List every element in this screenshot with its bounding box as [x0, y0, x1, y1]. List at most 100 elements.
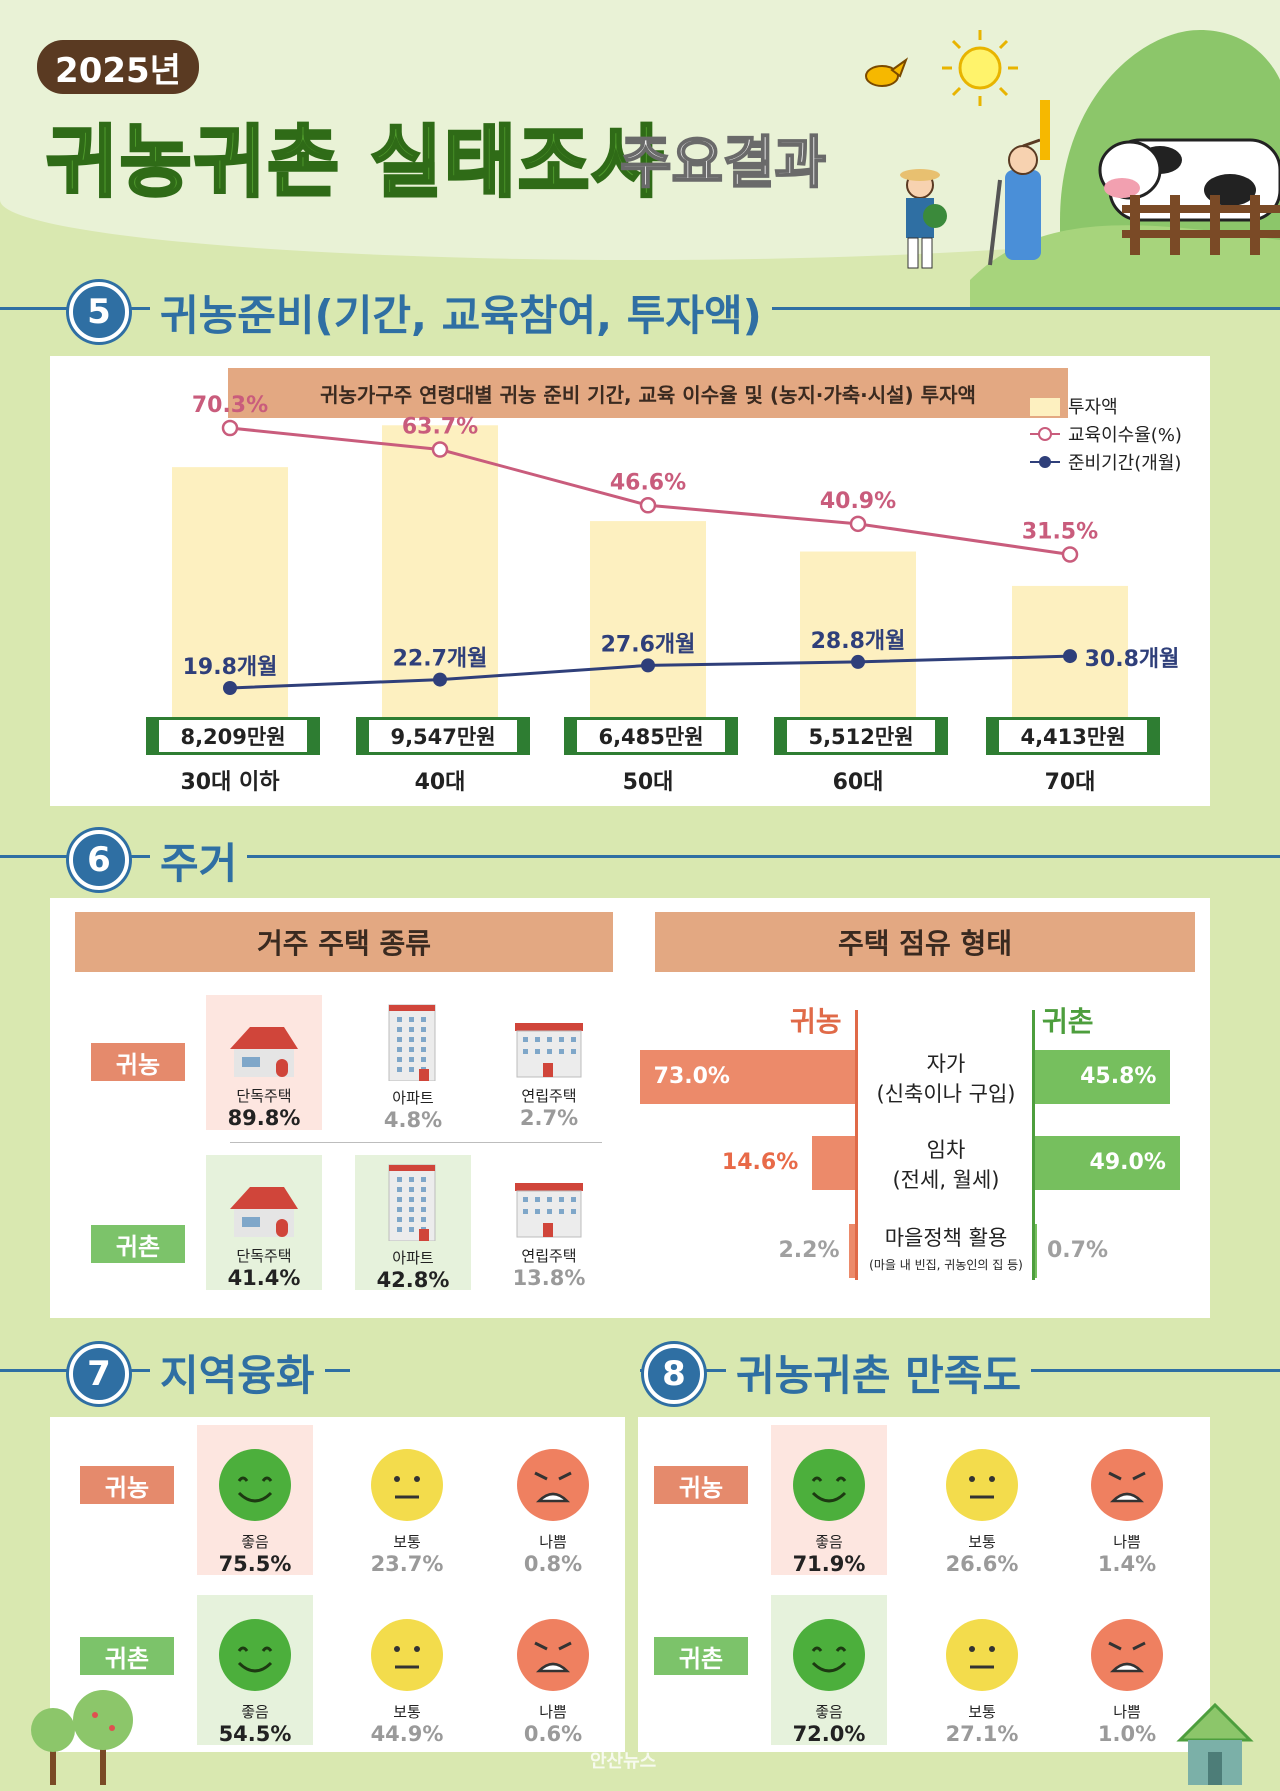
prep-period-label: 27.6개월 — [601, 632, 696, 657]
integration-farm-tag: 귀농 — [80, 1466, 174, 1504]
prep-period-label: 30.8개월 — [1085, 647, 1180, 672]
housing-label: 단독주택 — [236, 1247, 292, 1265]
integration-cell: 보통 23.7% — [349, 1425, 465, 1576]
tenure-category-label: 자가 (신축이나 구입) — [859, 1048, 1033, 1108]
age-category-label: 60대 — [832, 770, 884, 795]
investment-chart: 70.3% 63.7% 46.6% 40.9% 31.5% 19.8개월 22.7개월 27.… — [172, 393, 1182, 724]
section-5-number: 5 — [69, 282, 129, 342]
bird-icon — [865, 57, 909, 87]
integration-cell: 나쁨 0.8% — [495, 1425, 611, 1576]
tenure-label-sub: (전세, 월세) — [892, 1168, 1000, 1192]
integration-label: 보통 — [393, 1703, 421, 1721]
investment-bar — [800, 551, 916, 724]
satisfaction-cell: 나쁨 1.4% — [1069, 1425, 1185, 1576]
housing-cell: 단독주택 89.8% — [206, 995, 322, 1130]
satisfaction-value: 1.0% — [1097, 1722, 1157, 1746]
housing-value: 42.8% — [376, 1268, 450, 1292]
satisfaction-value: 1.4% — [1097, 1552, 1157, 1576]
housing-value: 2.7% — [519, 1106, 579, 1130]
sun-icon — [942, 30, 1018, 106]
fence-icon — [1122, 195, 1280, 255]
education-rate-label: 31.5% — [1022, 519, 1098, 544]
satisfaction-label: 보통 — [968, 1533, 996, 1551]
integration-label: 나쁨 — [539, 1533, 567, 1551]
tenure-farm-bar — [639, 1050, 855, 1104]
tree-icon — [31, 1690, 133, 1785]
investment-value-label: 6,485만원 — [574, 717, 728, 755]
education-rate-point — [849, 515, 867, 533]
age-category-label: 50대 — [622, 770, 674, 795]
housing-rural-tag: 귀촌 — [91, 1225, 185, 1263]
education-rate-label: 63.7% — [402, 415, 478, 440]
tenure-rural-head: 귀촌 — [1042, 1005, 1094, 1038]
tenure-label-main: 마을정책 활용 — [884, 1226, 1008, 1250]
prep-period-point — [433, 672, 447, 687]
housing-value: 89.8% — [227, 1106, 301, 1130]
integration-label: 좋음 — [241, 1533, 269, 1551]
legend-entry: 투자액 — [1068, 397, 1118, 418]
tenure-title: 주택 점유 형태 — [655, 912, 1195, 972]
tenure-category-label: 마을정책 활용 (마을 내 빈집, 귀농인의 집 등) — [859, 1222, 1033, 1273]
legend-entry: 교육이수율(%) — [1068, 425, 1182, 446]
chart-title: 귀농가구주 연령대별 귀농 준비 기간, 교육 이수율 및 (농지·가축·시설)… — [228, 368, 1068, 418]
investment-bar — [590, 521, 706, 724]
neutral-face-icon — [369, 1617, 445, 1693]
tenure-farm-head: 귀농 — [790, 1005, 842, 1038]
housing-label: 연립주택 — [521, 1087, 577, 1105]
satisfaction-value: 71.9% — [792, 1552, 866, 1576]
prep-period-point — [223, 681, 237, 695]
satisfaction-value: 72.0% — [792, 1722, 866, 1746]
prep-period-label: 22.7개월 — [393, 647, 488, 672]
integration-label: 나쁨 — [539, 1703, 567, 1721]
smile-face-icon — [791, 1617, 867, 1693]
section-7-number: 7 — [69, 1344, 129, 1404]
angry-face-icon — [1089, 1447, 1165, 1523]
tenure-rural-bar — [1035, 1224, 1038, 1278]
neutral-face-icon — [944, 1617, 1020, 1693]
tenure-category-label: 임차 (전세, 월세) — [859, 1134, 1033, 1194]
farmer-woman-icon — [988, 100, 1050, 266]
satisfaction-cell: 좋음 71.9% — [771, 1425, 887, 1576]
smile-face-icon — [217, 1617, 293, 1693]
housing-label: 단독주택 — [236, 1087, 292, 1105]
tenure-farm-bar — [848, 1224, 855, 1278]
age-category-label: 70대 — [1044, 770, 1096, 795]
education-rate-label: 46.6% — [610, 470, 686, 495]
satisfaction-label: 보통 — [968, 1703, 996, 1721]
satisfaction-cell: 보통 26.6% — [924, 1425, 1040, 1576]
housing-cell: 연립주택 2.7% — [491, 995, 607, 1130]
satisfaction-rural-tag: 귀촌 — [654, 1637, 748, 1675]
page-subtitle: 주요결과 — [619, 130, 827, 197]
housing-cell: 단독주택 41.4% — [206, 1155, 322, 1290]
integration-rural-tag: 귀촌 — [80, 1637, 174, 1675]
tenure-rural-bar — [1035, 1050, 1171, 1104]
housing-farm-tag: 귀농 — [91, 1043, 185, 1081]
smile-face-icon — [217, 1447, 293, 1523]
integration-value: 54.5% — [218, 1722, 292, 1746]
housing-cell: 연립주택 13.8% — [491, 1155, 607, 1290]
housing-value: 13.8% — [512, 1266, 586, 1290]
integration-value: 0.6% — [523, 1722, 583, 1746]
satisfaction-label: 좋음 — [815, 1703, 843, 1721]
integration-value: 0.8% — [523, 1552, 583, 1576]
housing-cell: 아파트 42.8% — [355, 1155, 471, 1292]
integration-cell: 좋음 54.5% — [197, 1595, 313, 1746]
house-decoration-icon — [1176, 1702, 1254, 1785]
satisfaction-label: 나쁨 — [1113, 1533, 1141, 1551]
apartment-icon — [383, 1161, 443, 1241]
housing-cell: 아파트 4.8% — [355, 995, 471, 1132]
tenure-rural-value: 0.7% — [1047, 1238, 1109, 1263]
prep-period-point — [1063, 649, 1077, 664]
tenure-label-main: 임차 — [926, 1138, 966, 1162]
prep-period-label: 19.8개월 — [183, 655, 278, 680]
legend-prep-swatch — [1039, 456, 1051, 468]
housing-value: 41.4% — [227, 1266, 301, 1290]
section-6-number: 6 — [69, 830, 129, 890]
prep-period-point — [851, 654, 865, 669]
tenure-farm-value: 73.0% — [653, 1064, 730, 1089]
rowhouse-icon — [509, 1161, 589, 1239]
section-7-title: 지역융화 — [150, 1342, 325, 1403]
angry-face-icon — [1089, 1617, 1165, 1693]
prep-period-label: 28.8개월 — [811, 629, 906, 654]
section-6-title: 주거 — [150, 830, 248, 891]
